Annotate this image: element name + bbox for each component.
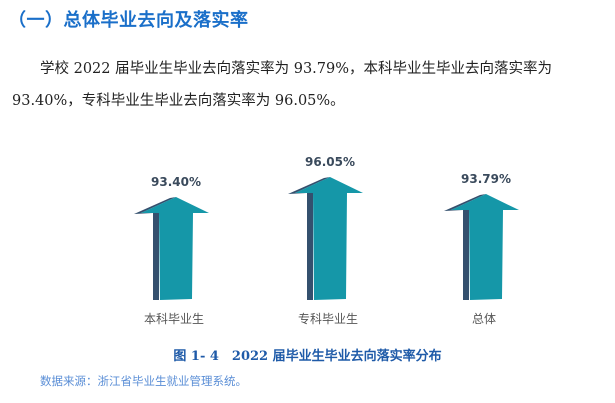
value-label: 93.40%	[151, 175, 201, 189]
value-label: 96.05%	[305, 155, 355, 169]
figure-caption: 图 1- 4 2022 届毕业生毕业去向落实率分布	[173, 349, 442, 364]
summary-paragraph: 学校 2022 届毕业生毕业去向落实率为 93.79%，本科毕业生毕业去向落实率…	[12, 61, 553, 109]
data-source: 数据来源：浙江省毕业生就业管理系统。	[40, 374, 247, 388]
category-label: 专科毕业生	[297, 312, 358, 326]
section-title: （一）总体毕业去向及落实率	[8, 10, 249, 31]
arrow-chart: 93.40% 96.05% 93.79% 本科毕业生 专科毕业生 总体	[0, 140, 615, 340]
arrow-shapes	[134, 177, 519, 300]
value-label: 93.79%	[461, 172, 511, 187]
category-label: 总体	[471, 312, 496, 326]
category-label: 本科毕业生	[143, 312, 204, 326]
